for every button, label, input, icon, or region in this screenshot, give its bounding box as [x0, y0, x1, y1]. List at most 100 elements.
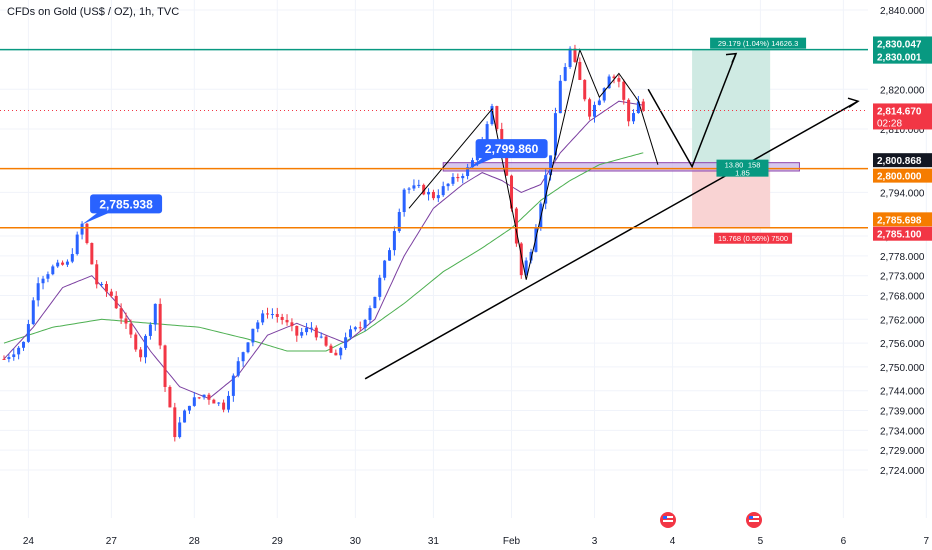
candle-body [95, 264, 99, 285]
candle-body [153, 303, 157, 325]
candle-body [529, 251, 533, 261]
x-tick-label: 30 [350, 536, 362, 547]
x-tick-label: 5 [758, 536, 764, 547]
callout-box [475, 139, 548, 159]
candle-body [280, 316, 284, 320]
candle-body [305, 327, 309, 333]
candle-body [373, 296, 377, 309]
callout-label: 2,799.860 [485, 142, 539, 156]
candle-body [368, 308, 372, 320]
y-tick-label: 2,820.000 [880, 85, 925, 96]
candle-body [402, 189, 406, 213]
y-tick-label: 2,778.000 [880, 252, 925, 263]
candle-body [134, 334, 138, 350]
candle-body [334, 352, 338, 356]
candle-body [456, 176, 460, 179]
candle-body [46, 274, 50, 279]
candle-body [519, 243, 523, 276]
price-tag [873, 226, 932, 241]
price-tag [873, 153, 932, 168]
candle-body [632, 113, 636, 122]
candle-body [431, 191, 435, 199]
candle-body [187, 405, 191, 411]
candle-body [617, 78, 621, 82]
candle-body [270, 314, 274, 316]
y-tick-label: 2,794.000 [880, 188, 925, 199]
trend-line [364, 100, 859, 380]
y-tick-label: 2,750.000 [880, 363, 925, 374]
candle-body [510, 175, 514, 209]
candle-body [212, 399, 216, 404]
candle-body [558, 80, 562, 114]
candle-body [295, 325, 299, 336]
candle-body [612, 76, 616, 79]
candle-body [573, 48, 577, 62]
candle-body [383, 260, 387, 278]
candle-body [207, 394, 211, 400]
candle-body [470, 160, 474, 168]
y-tick-label: 2,768.000 [880, 292, 925, 303]
x-tick-label: Feb [503, 536, 521, 547]
candle-body [636, 101, 640, 114]
candle-body [22, 341, 26, 348]
current-price-label: 2,814.670 [877, 106, 922, 117]
candle-body [197, 397, 201, 399]
trend-line-arrowhead [847, 97, 860, 108]
candle-body [412, 185, 416, 189]
candle-body [51, 266, 55, 275]
y-tick-label: 2,762.000 [880, 315, 925, 326]
candle-body [588, 99, 592, 117]
candle-body [363, 319, 367, 328]
candle-body [300, 332, 304, 336]
projection-arrowhead [725, 52, 738, 63]
candle-body [314, 327, 318, 338]
callout-pointer [82, 212, 111, 225]
candle-body [358, 327, 362, 329]
candle-body [168, 386, 172, 408]
candle-body [217, 402, 221, 404]
candle-layer [2, 44, 645, 442]
candle-body [222, 402, 226, 410]
candle-body [256, 322, 260, 329]
candle-body [129, 323, 133, 335]
current-price-tag [873, 103, 932, 130]
candle-body [80, 223, 84, 235]
candle-body [173, 407, 177, 438]
candle-body [427, 191, 431, 195]
stop-label: 15.768 (0.56%) 7500 [718, 234, 788, 243]
us-event-flag-icon [746, 512, 762, 528]
x-tick-label: 3 [592, 536, 598, 547]
x-tick-label: 27 [106, 536, 118, 547]
y-tick-label: 2,773.000 [880, 272, 925, 283]
candle-body [17, 347, 21, 355]
candle-body [505, 146, 509, 176]
y-tick-label: 2,734.000 [880, 426, 925, 437]
candle-body [139, 349, 143, 358]
candle-body [495, 106, 499, 130]
candle-body [392, 231, 396, 251]
candle-body [324, 336, 328, 346]
grid-layer [0, 0, 927, 518]
candle-body [178, 422, 182, 438]
y-tick-label: 2,724.000 [880, 466, 925, 477]
candle-body [241, 352, 245, 362]
chart-title: CFDs on Gold (US$ / OZ), 1h, TVC [7, 6, 180, 18]
x-tick-label: 7 [924, 536, 930, 547]
candle-body [31, 300, 35, 325]
price-tag-label: 2,800.000 [877, 172, 922, 183]
candle-body [514, 208, 518, 244]
candle-body [446, 183, 450, 187]
candle-body [2, 358, 6, 360]
x-tick-label: 31 [428, 536, 440, 547]
candle-body [339, 347, 343, 356]
candle-body [104, 283, 108, 292]
candle-body [158, 303, 162, 346]
y-tick-label: 2,744.000 [880, 387, 925, 398]
x-tick-label: 24 [23, 536, 35, 547]
candle-body [622, 81, 626, 100]
candle-body [251, 328, 255, 343]
candle-body [261, 313, 265, 323]
candle-body [246, 342, 250, 353]
